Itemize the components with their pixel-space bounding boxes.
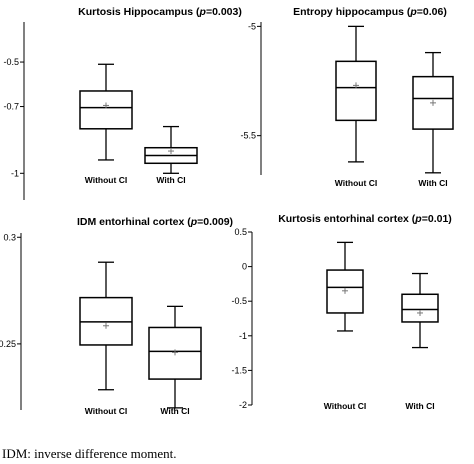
box-with-ci: With CI (148, 305, 202, 416)
category-label: Without CI (85, 406, 127, 416)
y-tick-label: 0 (242, 262, 247, 272)
category-label: With CI (156, 175, 185, 185)
chart-title-p: p (199, 6, 207, 18)
category-label: Without CI (324, 401, 366, 411)
category-label: Without CI (335, 178, 377, 188)
y-tick-label: -0.5 (231, 296, 247, 306)
chart-title-value: =0.003) (206, 6, 242, 18)
chart-title-text: Entropy hippocampus ( (293, 6, 411, 18)
box-without-ci: Without CI (335, 25, 377, 188)
iqr-box (79, 90, 133, 130)
box-without-ci: Without CI (79, 63, 133, 185)
y-tick-label: -1 (239, 331, 247, 341)
iqr-box (401, 293, 439, 323)
box-without-ci: Without CI (324, 241, 366, 411)
y-tick-label: -1.5 (231, 365, 247, 375)
category-label: With CI (418, 178, 447, 188)
chart-title-value: =0.06) (417, 6, 447, 18)
y-tick-label: -1 (11, 168, 19, 178)
box-with-ci: With CI (401, 272, 439, 411)
y-tick-label: -5 (248, 21, 256, 31)
y-tick-label: 0.25 (0, 339, 16, 349)
chart-title: Kurtosis entorhinal cortex (p=0.01) (278, 213, 452, 225)
chart-panel-2: Entropy hippocampus (p=0.06) -5 -5.5 Withou… (240, 6, 454, 188)
box-without-ci: Without CI (79, 261, 133, 416)
chart-panel-3: IDM entorhinal cortex (p=0.009) 0.3 0.25 Wi… (0, 216, 233, 416)
y-tick-label: 0.5 (234, 227, 247, 237)
chart-title: Kurtosis Hippocampus (p=0.003) (78, 6, 242, 18)
chart-title-p: p (409, 6, 417, 18)
chart-title-text: Kurtosis entorhinal cortex ( (278, 213, 416, 225)
chart-title-p: p (190, 216, 198, 228)
y-tick-label: 0.3 (3, 232, 16, 242)
chart-title-text: IDM entorhinal cortex ( (77, 216, 191, 228)
category-label: Without CI (85, 175, 127, 185)
y-tick-label: -5.5 (240, 131, 256, 141)
chart-panel-4: Kurtosis entorhinal cortex (p=0.01) 0.5 0 -… (231, 213, 451, 411)
y-tick-label: -0.7 (3, 102, 19, 112)
chart-panel-1: Kurtosis Hippocampus (p=0.003) -0.5 -0.7 -1… (3, 6, 242, 200)
footnote: IDM: inverse difference moment. (2, 446, 177, 461)
y-tick-label: -0.5 (3, 57, 19, 67)
chart-title-value: =0.01) (422, 213, 452, 225)
category-label: With CI (160, 406, 189, 416)
chart-title-value: =0.009) (197, 216, 233, 228)
box-with-ci: With CI (412, 51, 454, 188)
chart-title: Entropy hippocampus (p=0.06) (293, 6, 447, 18)
chart-title: IDM entorhinal cortex (p=0.009) (77, 216, 233, 228)
box-with-ci: With CI (144, 125, 198, 185)
chart-title-text: Kurtosis Hippocampus ( (78, 6, 200, 18)
chart-title-p: p (414, 213, 422, 225)
iqr-box (335, 60, 377, 122)
y-tick-label: -2 (239, 400, 247, 410)
category-label: With CI (405, 401, 434, 411)
